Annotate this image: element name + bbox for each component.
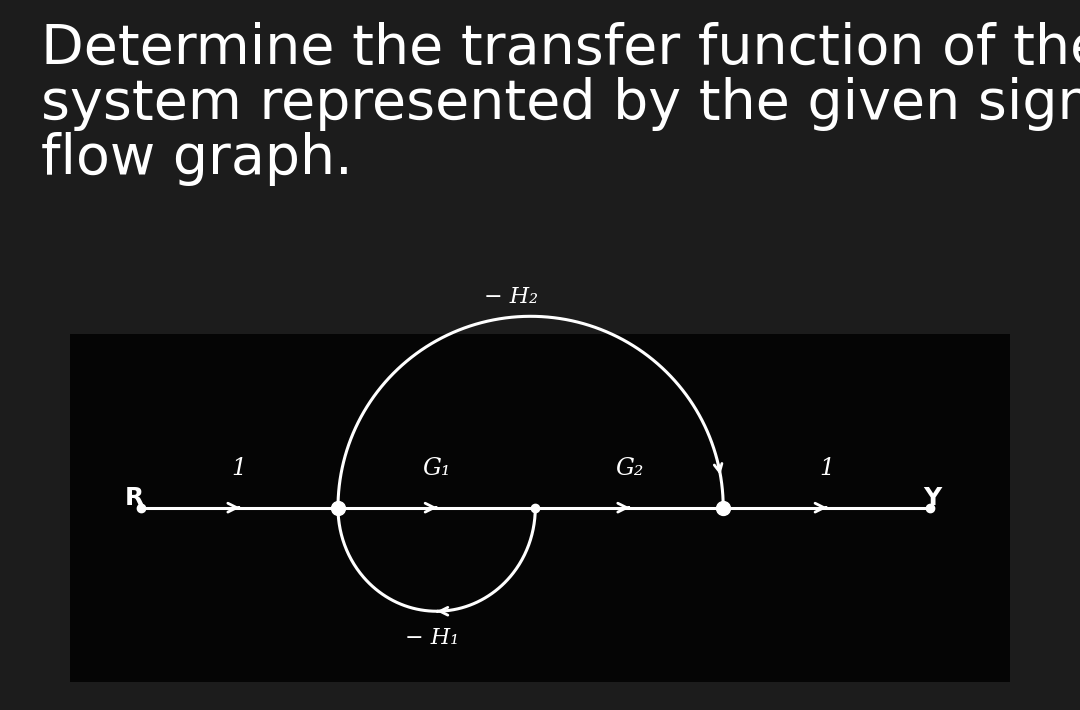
Text: Determine the transfer function of the: Determine the transfer function of the: [41, 21, 1080, 75]
Text: system represented by the given signal: system represented by the given signal: [41, 77, 1080, 131]
Text: R: R: [125, 486, 145, 510]
Text: Y: Y: [922, 486, 941, 510]
Text: G₂: G₂: [616, 457, 644, 480]
Bar: [70, 334, 1010, 682]
Text: 1: 1: [232, 457, 247, 480]
Text: 1: 1: [819, 457, 834, 480]
Text: − H₁: − H₁: [405, 627, 459, 649]
Text: flow graph.: flow graph.: [41, 131, 353, 186]
Text: G₁: G₁: [422, 457, 450, 480]
Text: − H₂: − H₂: [484, 286, 538, 308]
